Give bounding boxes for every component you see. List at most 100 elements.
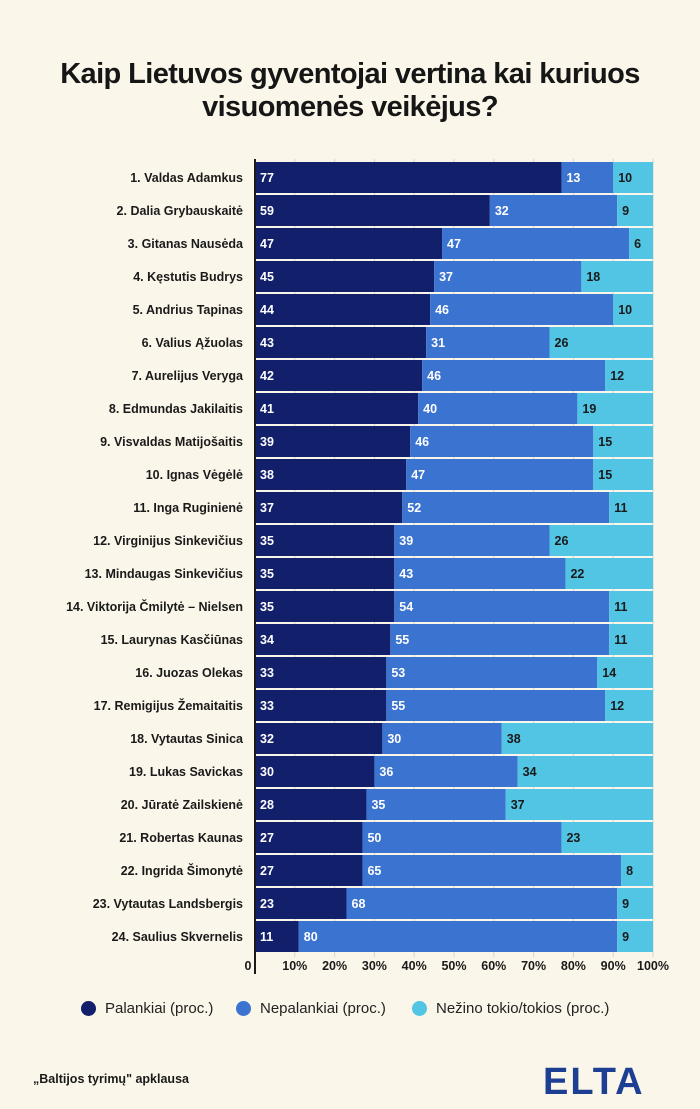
legend-swatch-nezino: [412, 1001, 427, 1016]
bar-segment: [255, 558, 395, 589]
data-label: 43: [260, 336, 274, 350]
legend-item-nepalankiai: Nepalankiai (proc.): [236, 1000, 386, 1017]
bar-segment: [255, 426, 411, 457]
data-label: 36: [379, 765, 393, 779]
data-label: 40: [423, 402, 437, 416]
data-label: 35: [371, 798, 385, 812]
data-label: 47: [447, 237, 461, 251]
data-label: 37: [260, 501, 274, 515]
data-label: 9: [622, 204, 629, 218]
x-tick-label: 60%: [481, 959, 506, 973]
data-label: 28: [260, 798, 274, 812]
data-label: 53: [391, 666, 405, 680]
category-label: 8. Edmundas Jakilaitis: [109, 402, 243, 416]
data-label: 15: [598, 468, 612, 482]
data-label: 39: [399, 534, 413, 548]
data-label: 54: [399, 600, 413, 614]
bar-segment: [394, 558, 566, 589]
data-label: 13: [566, 171, 580, 185]
bar-segment: [255, 723, 383, 754]
legend-swatch-nepalankiai: [236, 1001, 251, 1016]
bar-segment: [255, 525, 395, 556]
data-label: 34: [523, 765, 537, 779]
category-label: 7. Aurelijus Veryga: [132, 369, 244, 383]
x-tick-label: 90%: [601, 959, 626, 973]
data-label: 43: [399, 567, 413, 581]
bar-segment: [255, 756, 375, 787]
data-label: 23: [260, 897, 274, 911]
data-label: 52: [407, 501, 421, 515]
bar-segment: [255, 459, 407, 490]
x-tick-label: 0: [245, 959, 252, 973]
bar-segment: [617, 888, 653, 919]
bar-segment: [255, 327, 427, 358]
x-tick-label: 30%: [362, 959, 387, 973]
data-label: 32: [260, 732, 274, 746]
x-tick-label: 20%: [322, 959, 347, 973]
bar-segment: [255, 855, 363, 886]
data-label: 15: [598, 435, 612, 449]
bar-segment: [609, 624, 653, 655]
elta-logo-text: ELTA: [543, 1062, 645, 1098]
bar-segment: [374, 756, 518, 787]
bar-segment: [382, 723, 502, 754]
bar-segment: [255, 690, 387, 721]
data-label: 42: [260, 369, 274, 383]
category-label: 16. Juozas Olekas: [135, 666, 243, 680]
x-tick-label: 70%: [521, 959, 546, 973]
category-label: 20. Jūratė Zailskienė: [121, 798, 243, 812]
data-label: 39: [260, 435, 274, 449]
bar-segment: [517, 756, 653, 787]
source-note: „Baltijos tyrimų" apklausa: [33, 1072, 189, 1086]
legend-item-nezino: Nežino tokio/tokios (proc.): [412, 1000, 609, 1017]
bar-segment: [422, 360, 606, 391]
data-label: 65: [367, 864, 381, 878]
elta-logo: ELTA: [543, 1062, 645, 1098]
bar-segment: [613, 294, 653, 325]
bar-segment: [298, 921, 618, 952]
bar-segment: [549, 525, 653, 556]
category-label: 21. Robertas Kaunas: [119, 831, 243, 845]
category-label: 10. Ignas Vėgėlė: [146, 468, 243, 482]
data-label: 32: [495, 204, 509, 218]
chart-title: Kaip Lietuvos gyventojai vertina kai kur…: [0, 58, 700, 124]
bar-segment: [390, 624, 610, 655]
category-label: 23. Vytautas Landsbergis: [93, 897, 243, 911]
bar-segment: [426, 327, 550, 358]
bar-segment: [394, 525, 550, 556]
bar-segment: [362, 822, 562, 853]
bar-segment: [593, 426, 653, 457]
category-label: 14. Viktorija Čmilytė – Nielsen: [66, 599, 243, 614]
x-tick-label: 40%: [402, 959, 427, 973]
bar-segment: [255, 789, 367, 820]
bar-segment: [613, 162, 653, 193]
data-label: 11: [614, 633, 627, 647]
bar-segment: [418, 393, 578, 424]
bar-segment: [255, 360, 423, 391]
bar-segment: [442, 228, 630, 259]
x-tick-label: 100%: [637, 959, 669, 973]
bar-segment: [621, 855, 653, 886]
legend-swatch-palankiai: [81, 1001, 96, 1016]
x-tick-label: 50%: [441, 959, 466, 973]
bar-segment: [255, 261, 435, 292]
category-label: 1. Valdas Adamkus: [130, 171, 243, 185]
data-label: 38: [507, 732, 521, 746]
bar-segment: [549, 327, 653, 358]
data-label: 38: [260, 468, 274, 482]
bar-segment: [561, 822, 653, 853]
data-label: 9: [622, 897, 629, 911]
category-label: 18. Vytautas Sinica: [130, 732, 244, 746]
data-label: 55: [391, 699, 405, 713]
data-label: 35: [260, 600, 274, 614]
bar-segment: [255, 228, 443, 259]
bar-segment: [255, 657, 387, 688]
bar-segment: [346, 888, 618, 919]
data-label: 44: [260, 303, 274, 317]
bar-segment: [617, 921, 653, 952]
data-label: 10: [618, 171, 632, 185]
bar-segment: [593, 459, 653, 490]
chart-legend: Palankiai (proc.) Nepalankiai (proc.) Ne…: [0, 1000, 700, 1020]
chart-title-line-2: visuomenės veikėjus?: [202, 91, 498, 123]
bar-segment: [434, 261, 582, 292]
